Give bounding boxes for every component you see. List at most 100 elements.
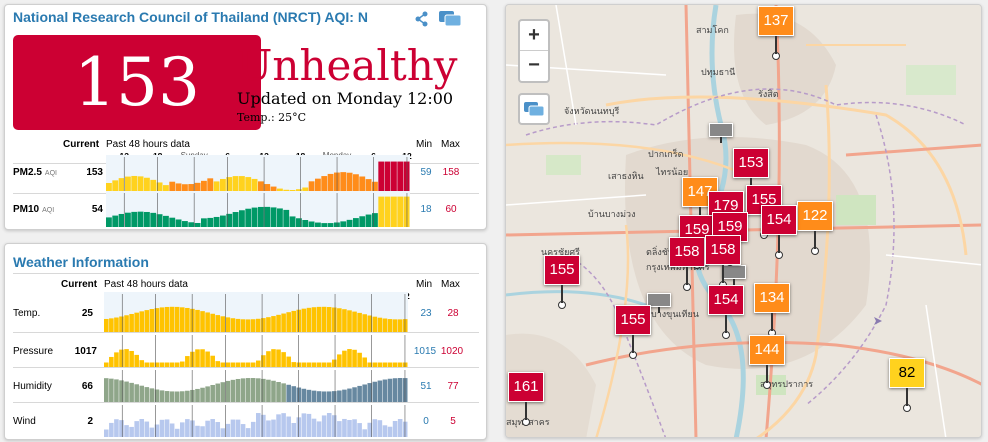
sparkline-bar [281, 413, 286, 437]
sparkline-bar [205, 312, 210, 332]
sparkline-bar [347, 310, 352, 332]
sparkline-bar [337, 308, 342, 332]
sparkline-bar [359, 176, 366, 191]
place-label: บ้านบางม่วง [588, 210, 636, 220]
sparkline-bar [129, 382, 134, 402]
sparkline-bar [235, 378, 241, 402]
map-panel[interactable]: สามโคก ปทุมธานี รังสิต จังหวัดนนทบุรี ปา… [505, 4, 982, 438]
sparkline-bar [397, 319, 403, 332]
sparkline-bar [261, 318, 266, 332]
map-marker-aqi[interactable]: 158 [669, 237, 705, 267]
pressure-max: 1020 [440, 346, 464, 357]
sparkline-bar [352, 311, 357, 332]
sparkline-bar [271, 316, 276, 332]
place-label: จังหวัดนนทบุรี [564, 107, 620, 117]
map-marker-aqi[interactable]: 82 [889, 358, 925, 388]
place-label: ไทรน้อย [656, 168, 689, 178]
sparkline-bar [215, 422, 221, 437]
sparkline-bar [144, 362, 150, 367]
sparkline-bar [144, 421, 150, 437]
sparkline-bar [129, 313, 134, 332]
sparkline-bar [134, 312, 139, 332]
map-marker-aqi[interactable]: 122 [797, 201, 833, 231]
sparkline-bar [281, 352, 286, 367]
map-marker-aqi[interactable]: 154 [761, 205, 797, 235]
pm10-max: 60 [445, 204, 457, 215]
sparkline-bar [215, 361, 221, 367]
pm25-max: 158 [442, 167, 460, 178]
sparkline-bar [337, 390, 342, 402]
sparkline-bar [106, 183, 112, 191]
header-max: Max [441, 139, 460, 150]
sparkline-bar [139, 311, 145, 332]
sparkline-bar [232, 176, 239, 191]
sparkline-bar [397, 161, 404, 191]
map-marker-offline[interactable] [709, 123, 733, 137]
sparkline-bar [315, 222, 321, 227]
sparkline-bar [131, 175, 138, 191]
zoom-control: + − [518, 19, 550, 83]
share-icon[interactable] [415, 11, 429, 27]
temp-sparkline[interactable] [104, 292, 408, 332]
humidity-sparkline[interactable] [104, 368, 408, 402]
sparkline-bar [156, 214, 163, 227]
map-marker-aqi[interactable]: 161 [508, 372, 544, 402]
map-marker-aqi[interactable]: 153 [733, 148, 769, 178]
pm25-label: PM2.5 AQI [13, 167, 57, 178]
sparkline-bar [240, 319, 246, 332]
sparkline-bar [346, 172, 353, 191]
sparkline-bar [169, 181, 176, 191]
sparkline-bar [316, 421, 322, 437]
sparkline-bar [210, 419, 215, 437]
map-marker-aqi[interactable]: 158 [705, 235, 741, 265]
speech-bubbles-icon[interactable] [438, 10, 462, 28]
map-marker-aqi[interactable]: 155 [615, 305, 651, 335]
sparkline-bar [239, 176, 245, 191]
sparkline-bar [291, 362, 297, 367]
sparkline-bar [266, 420, 271, 437]
pm25-sparkline[interactable] [106, 155, 410, 191]
map-marker-offline[interactable] [647, 293, 671, 307]
zoom-in-button[interactable]: + [520, 21, 548, 51]
sparkline-bar [291, 310, 297, 332]
temp-label: Temp. [13, 308, 41, 319]
sparkline-bar [195, 425, 200, 437]
sparkline-bar [139, 419, 145, 437]
sparkline-bar [301, 388, 307, 402]
wind-sparkline[interactable] [104, 403, 408, 437]
zoom-out-button[interactable]: − [528, 54, 540, 76]
layers-button[interactable] [518, 93, 550, 125]
sparkline-bar [129, 350, 134, 367]
sparkline-bar [372, 213, 378, 227]
map-marker-aqi[interactable]: 144 [749, 335, 785, 365]
weather-panel-title: Weather Information [13, 254, 149, 270]
sparkline-bar [266, 379, 271, 402]
sparkline-bar [372, 316, 378, 332]
pm10-sparkline[interactable] [106, 191, 410, 227]
sparkline-bar [392, 420, 398, 437]
map-tiles[interactable] [506, 5, 982, 438]
sparkline-bar [163, 215, 169, 227]
header-past: Past 48 hours data [106, 139, 190, 150]
sparkline-bar [124, 425, 129, 437]
map-marker-aqi[interactable]: 134 [754, 283, 790, 313]
pressure-sparkline[interactable] [104, 333, 408, 367]
sparkline-bar [250, 362, 256, 367]
sparkline-bar [362, 384, 367, 402]
map-marker-aqi[interactable]: 155 [544, 255, 580, 285]
aqi-value-box: 153 [13, 35, 261, 130]
sparkline-bar [119, 349, 124, 367]
updated-time: Updated on Monday 12:00 [237, 89, 454, 108]
map-marker-offline[interactable] [722, 265, 746, 279]
sparkline-bar [169, 362, 175, 367]
sparkline-bar [210, 355, 215, 367]
sparkline-bar [251, 178, 258, 191]
map-marker-aqi[interactable]: 147 [682, 177, 718, 207]
pm10-label: PM10 AQI [13, 204, 55, 215]
sparkline-bar [240, 378, 246, 402]
map-marker-aqi[interactable]: 154 [708, 285, 744, 315]
sparkline-bar [114, 379, 119, 402]
map-marker-aqi[interactable]: 137 [758, 6, 794, 36]
wind-label: Wind [13, 416, 36, 427]
sparkline-bar [377, 317, 383, 332]
